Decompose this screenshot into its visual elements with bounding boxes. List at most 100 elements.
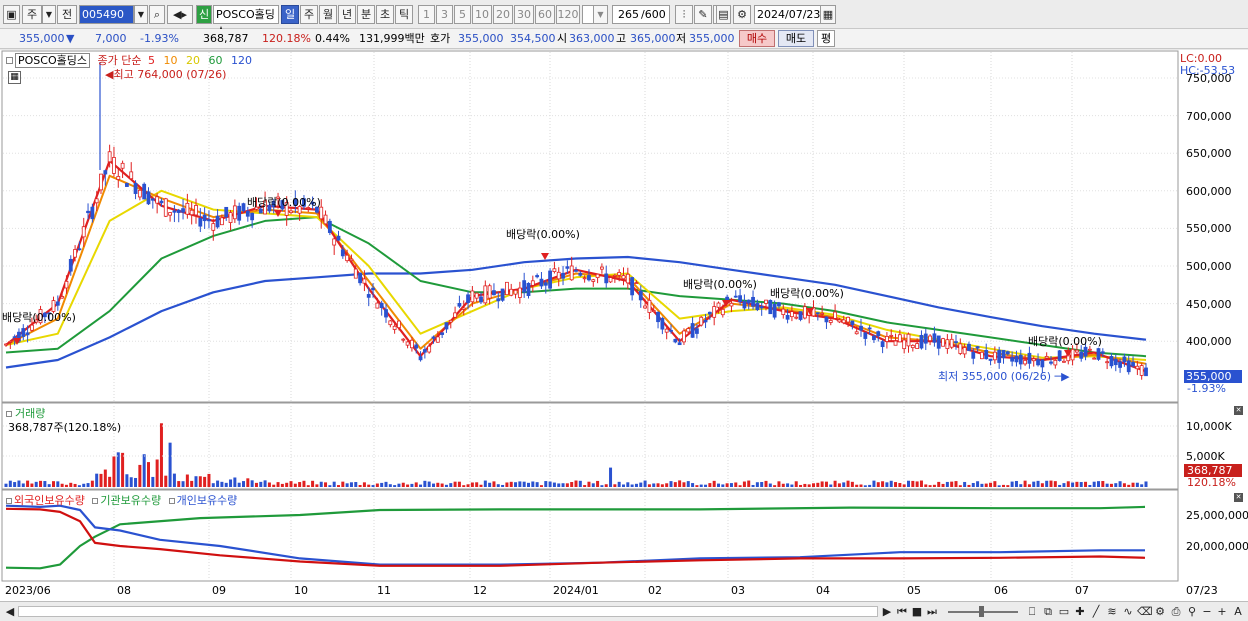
volume-bar <box>734 482 738 487</box>
horizontal-scrollbar[interactable] <box>18 606 878 617</box>
interval-10[interactable]: 10 <box>472 5 492 24</box>
scroll-left-icon[interactable]: ◀ <box>5 605 15 618</box>
stop-icon[interactable]: ■ <box>911 605 923 618</box>
code-dropdown-icon[interactable]: ▼ <box>134 5 148 24</box>
tab-week[interactable]: 주 <box>300 5 318 24</box>
eval-button[interactable]: 평 <box>817 30 835 47</box>
volume-bar <box>552 482 556 487</box>
candle-body <box>392 325 397 330</box>
volume-bar <box>997 485 1001 487</box>
stock-name-field[interactable]: POSCO홀딩스 <box>213 5 279 38</box>
zoom-slider-handle[interactable] <box>979 606 984 617</box>
volume-bar <box>151 476 155 487</box>
zoom-in-icon[interactable]: ⚲ <box>1187 605 1197 618</box>
gear-icon[interactable]: ⚙ <box>733 5 751 24</box>
tab-month[interactable]: 월 <box>319 5 337 24</box>
grid-table-icon[interactable]: ▦ <box>8 71 21 84</box>
candle-body <box>854 331 859 335</box>
draw-tool-icon[interactable]: ✎ <box>694 5 712 24</box>
volume-bar <box>790 484 794 487</box>
search-icon[interactable]: ⌕ <box>149 5 165 24</box>
crosshair-icon[interactable]: ✚ <box>1075 605 1085 618</box>
volume-bar <box>393 485 397 487</box>
chart-area[interactable]: POSCO홀딩스 종가 단순 5 10 20 60 120 ▦ LC:0.00 … <box>0 50 1248 603</box>
candle-body <box>656 311 660 323</box>
interval-60[interactable]: 60 <box>535 5 555 24</box>
copy-icon[interactable]: ⧉ <box>1044 605 1052 618</box>
candle-body <box>107 151 112 163</box>
calendar-icon[interactable]: ▦ <box>820 5 836 24</box>
market-type-select[interactable]: 주 <box>22 5 42 24</box>
font-size-icon[interactable]: A <box>1234 605 1242 618</box>
volume-bar <box>799 484 803 487</box>
min-annotation: 최저 355,000 (06/26) ─▶ <box>938 370 1070 383</box>
zoom-in-button[interactable]: + <box>1217 605 1227 618</box>
volume-bar <box>954 481 958 487</box>
interval-3[interactable]: 3 <box>436 5 453 24</box>
volume-bar <box>1122 483 1126 487</box>
tab-minute[interactable]: 분 <box>357 5 375 24</box>
interval-dropdown-icon[interactable]: ▼ <box>593 5 608 24</box>
zoom-out-icon[interactable]: − <box>1202 605 1212 618</box>
fib-tool-icon[interactable]: ≋ <box>1107 605 1117 618</box>
interval-1[interactable]: 1 <box>418 5 435 24</box>
volume-bar <box>229 479 233 487</box>
layout-tool-icon[interactable]: ⎕ <box>1028 605 1036 618</box>
date-input[interactable]: 2024/07/23 <box>754 5 824 24</box>
candle-icon[interactable]: ⫶ <box>675 5 693 24</box>
tab-day[interactable]: 일 <box>281 5 299 24</box>
interval-5[interactable]: 5 <box>454 5 471 24</box>
candle-body <box>1139 365 1144 376</box>
dividend-arrow <box>274 210 282 217</box>
save-icon[interactable]: ▤ <box>716 5 731 24</box>
fast-forward-icon[interactable]: ⏭ <box>927 605 937 618</box>
volume-bar <box>47 484 51 487</box>
tab-second[interactable]: 초 <box>376 5 394 24</box>
volume-ratio: 120.18% <box>262 32 311 45</box>
volume-bar <box>483 480 487 487</box>
interval-120[interactable]: 120 <box>556 5 580 24</box>
tab-tick[interactable]: 틱 <box>395 5 413 24</box>
buy-button[interactable]: 매수 <box>739 30 775 47</box>
candle-body <box>777 302 781 307</box>
speaker-icon[interactable]: ◀▸ <box>167 5 193 24</box>
y-tick-500000: 500,000 <box>1186 260 1232 273</box>
settings-tool-icon[interactable]: ⚙ <box>1155 605 1165 618</box>
candle-body <box>664 328 669 333</box>
stock-code-input[interactable]: 005490 <box>79 5 134 24</box>
volume-bar <box>587 481 591 487</box>
volume-bar <box>13 482 17 487</box>
volume-bar <box>837 483 841 487</box>
multi-chart-icon[interactable]: ▭ <box>1058 605 1070 618</box>
volume-panel-close-icon[interactable]: ✕ <box>1234 406 1243 415</box>
holding-panel-close-icon[interactable]: ✕ <box>1234 493 1243 502</box>
ask-label: 호가 <box>430 32 451 45</box>
candle-body <box>271 201 276 208</box>
line-tool-icon[interactable]: ╱ <box>1092 605 1100 618</box>
chevron-down-icon[interactable]: ▼ <box>42 5 56 24</box>
candle-body <box>448 319 453 323</box>
volume-bar <box>773 485 777 487</box>
open-price: 363,000 <box>569 32 615 45</box>
wave-tool-icon[interactable]: ∿ <box>1123 605 1133 618</box>
interval-30[interactable]: 30 <box>514 5 534 24</box>
rewind-icon[interactable]: ⏮ <box>897 605 907 618</box>
prev-button[interactable]: 전 <box>57 5 77 24</box>
layout-icon[interactable]: ▣ <box>3 5 20 24</box>
price-panel-frame <box>1 50 1179 403</box>
print-icon[interactable]: ⎙ <box>1171 605 1181 618</box>
candle-body <box>1010 357 1015 362</box>
tab-year[interactable]: 년 <box>338 5 356 24</box>
interval-20[interactable]: 20 <box>493 5 513 24</box>
sell-button[interactable]: 매도 <box>778 30 814 47</box>
scroll-right-icon[interactable]: ▶ <box>882 605 892 618</box>
candle-body <box>38 309 43 324</box>
candle-body <box>1096 348 1101 360</box>
eraser-icon[interactable]: ⌫ <box>1137 605 1153 618</box>
volume-bar <box>527 482 530 487</box>
x-label-03: 03 <box>731 584 745 597</box>
candle-body <box>163 198 168 217</box>
candle-body <box>716 302 721 308</box>
count-input[interactable]: 265 <box>612 5 670 24</box>
